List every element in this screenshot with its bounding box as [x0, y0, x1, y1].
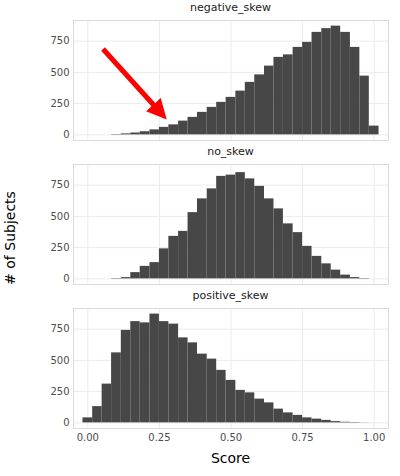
- svg-text:0.50: 0.50: [220, 432, 242, 443]
- svg-text:750: 750: [50, 323, 69, 334]
- html-text:negative_skew: negative_skew: [190, 1, 271, 14]
- html-text:no_skew: no_skew: [207, 145, 254, 158]
- html-text:Score: Score: [210, 450, 251, 466]
- svg-text:0: 0: [63, 417, 69, 428]
- html-text:positive_skew: positive_skew: [192, 289, 269, 302]
- svg-text:0.75: 0.75: [291, 432, 313, 443]
- svg-text:1.00: 1.00: [363, 432, 385, 443]
- svg-text:500: 500: [50, 211, 69, 222]
- svg-text:500: 500: [50, 67, 69, 78]
- svg-text:500: 500: [50, 355, 69, 366]
- svg-text:0.25: 0.25: [148, 432, 170, 443]
- svg-text:250: 250: [50, 98, 69, 109]
- svg-text:750: 750: [50, 179, 69, 190]
- svg-text:250: 250: [50, 386, 69, 397]
- svg-text:750: 750: [50, 35, 69, 46]
- svg-text:0: 0: [63, 129, 69, 140]
- svg-text:0.00: 0.00: [77, 432, 99, 443]
- html-text:# of Subjects: # of Subjects: [2, 191, 18, 285]
- svg-text:250: 250: [50, 242, 69, 253]
- svg-text:0: 0: [63, 273, 69, 284]
